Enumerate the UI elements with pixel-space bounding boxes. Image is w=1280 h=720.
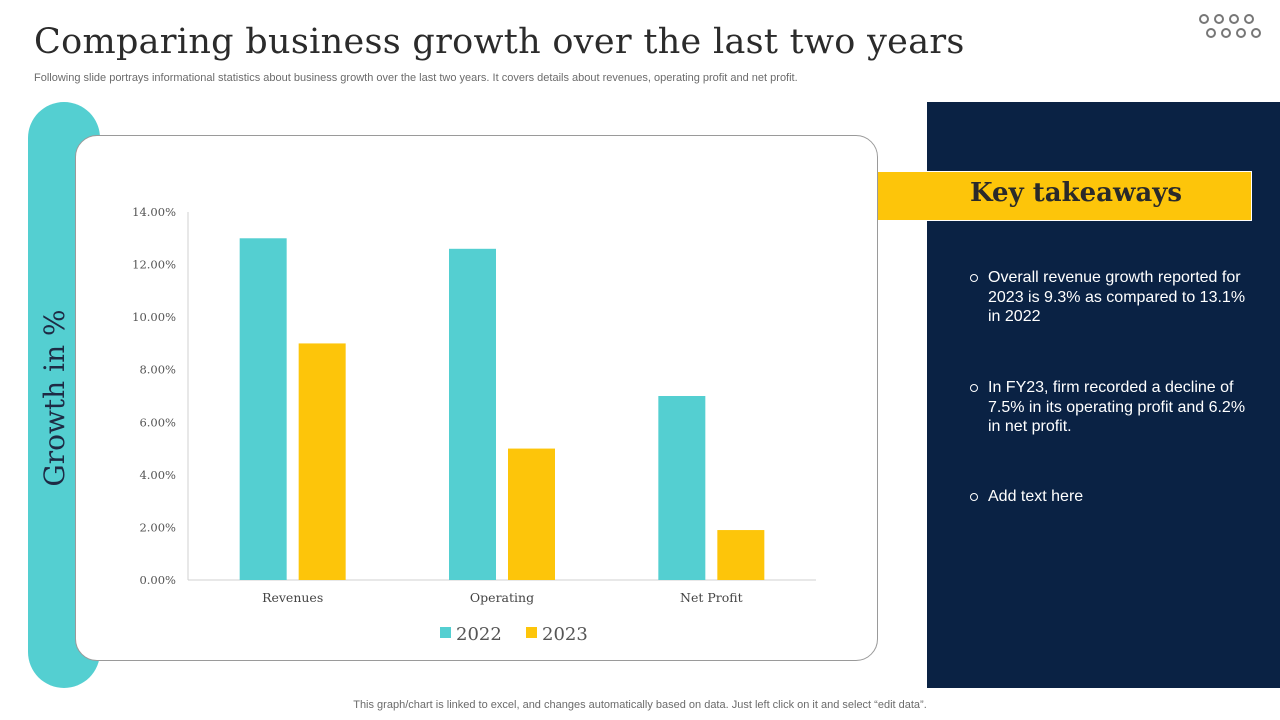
bar-2022-net-profit [658, 396, 706, 580]
bar-2022-revenues [239, 238, 287, 580]
circle-bullet-icon [970, 274, 978, 282]
y-tick-label: 6.00% [139, 415, 176, 429]
takeaway-text: Add text here [988, 488, 1084, 505]
legend-label-2022: 2022 [456, 624, 502, 645]
bar-chart[interactable]: 0.00% 2.00% 4.00% 6.00% 8.00% 10.00% 12.00% 14.… [76, 136, 879, 662]
y-tick-label: 0.00% [139, 573, 176, 587]
bar-2023-revenues [298, 343, 346, 580]
circle-bullet-icon [970, 493, 978, 501]
bar-2023-net-profit [717, 530, 765, 580]
takeaway-item: Add text here [968, 487, 1253, 507]
legend-swatch-2022 [440, 627, 451, 638]
takeaways-heading: Key takeaways [970, 178, 1182, 208]
dots-logo-icon [1199, 14, 1261, 38]
y-tick-label: 2.00% [139, 520, 176, 534]
legend-label-2023: 2023 [542, 624, 588, 645]
takeaway-item: Overall revenue growth reported for 2023… [968, 268, 1253, 378]
y-tick-label: 4.00% [139, 468, 176, 482]
takeaways-list: Overall revenue growth reported for 2023… [968, 268, 1253, 507]
page-title: Comparing business growth over the last … [34, 22, 965, 62]
y-tick-label: 12.00% [132, 258, 176, 272]
legend-swatch-2023 [526, 627, 537, 638]
bar-2022-operating [449, 248, 496, 581]
category-label: Operating [470, 590, 534, 605]
category-label: Revenues [262, 590, 323, 605]
y-axis-title: Growth in % [38, 309, 71, 487]
y-tick-label: 14.00% [132, 205, 176, 219]
takeaways-heading-bar [878, 171, 1252, 221]
circle-bullet-icon [970, 384, 978, 392]
takeaway-item: In FY23, firm recorded a decline of 7.5%… [968, 378, 1253, 487]
y-tick-label: 8.00% [139, 363, 176, 377]
page-subtitle: Following slide portrays informational s… [34, 72, 798, 84]
bar-2023-operating [508, 448, 555, 580]
takeaway-text: Overall revenue growth reported for 2023… [988, 269, 1246, 325]
takeaway-text: In FY23, firm recorded a decline of 7.5%… [988, 379, 1246, 435]
y-tick-label: 10.00% [132, 310, 176, 324]
chart-card[interactable]: 0.00% 2.00% 4.00% 6.00% 8.00% 10.00% 12.00% 14.… [75, 135, 878, 661]
footnote: This graph/chart is linked to excel, and… [353, 699, 927, 711]
category-label: Net Profit [680, 590, 743, 605]
